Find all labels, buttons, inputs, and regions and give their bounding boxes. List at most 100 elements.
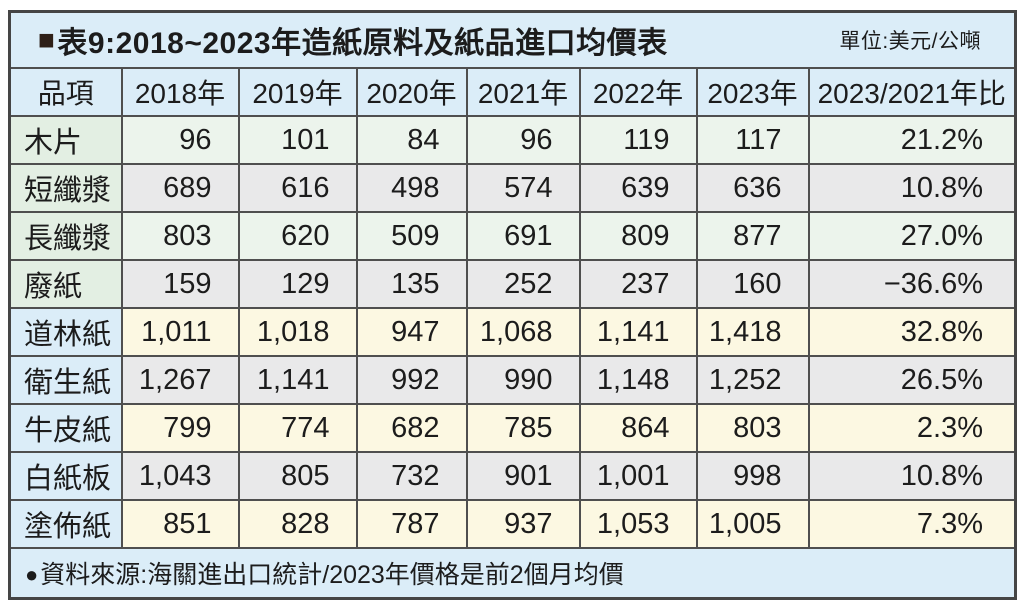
cell-ratio: 7.3% [807, 499, 1017, 549]
cell-value: 1,141 [578, 307, 698, 357]
cell-value: 117 [695, 115, 810, 165]
row-label: 衛生紙 [8, 355, 123, 405]
row-label: 廢紙 [8, 259, 123, 309]
cell-value: 877 [695, 211, 810, 261]
cell-value: 252 [465, 259, 581, 309]
cell-value: 1,011 [120, 307, 240, 357]
table-row-waste-paper: 廢紙 159 129 135 252 237 160 −36.6% [8, 259, 1017, 309]
cell-value: 805 [237, 451, 358, 501]
header-ratio: 2023/2021年比 [807, 67, 1017, 117]
table-row-wood-chips: 木片 96 101 84 96 119 117 21.2% [8, 115, 1017, 165]
cell-value: 809 [578, 211, 698, 261]
cell-value: 787 [355, 499, 468, 549]
source-note-text: 資料來源:海關進出口統計/2023年價格是前2個月均價 [40, 561, 624, 589]
cell-ratio: 2.3% [807, 403, 1017, 453]
cell-value: 237 [578, 259, 698, 309]
cell-value: 101 [237, 115, 358, 165]
footer-row: ●資料來源:海關進出口統計/2023年價格是前2個月均價 [8, 547, 1017, 600]
price-table: ■ 表9:2018~2023年造紙原料及紙品進口均價表 單位:美元/公噸 品項 … [8, 10, 1018, 600]
cell-value: 990 [465, 355, 581, 405]
row-label: 白紙板 [8, 451, 123, 501]
row-label: 塗佈紙 [8, 499, 123, 549]
header-2018: 2018年 [120, 67, 240, 117]
cell-ratio: 26.5% [807, 355, 1017, 405]
cell-value: 799 [120, 403, 240, 453]
cell-value: 636 [695, 163, 810, 213]
header-2019: 2019年 [237, 67, 358, 117]
header-2021: 2021年 [465, 67, 581, 117]
cell-value: 803 [695, 403, 810, 453]
cell-value: 1,068 [465, 307, 581, 357]
table-row-white-board: 白紙板 1,043 805 732 901 1,001 998 10.8% [8, 451, 1017, 501]
cell-value: 1,141 [237, 355, 358, 405]
header-2023: 2023年 [695, 67, 810, 117]
cell-value: 159 [120, 259, 240, 309]
header-row: 品項 2018年 2019年 2020年 2021年 2022年 2023年 2… [8, 67, 1017, 117]
cell-value: 1,053 [578, 499, 698, 549]
cell-value: 682 [355, 403, 468, 453]
square-bullet-icon: ■ [38, 24, 56, 55]
cell-ratio: 10.8% [807, 163, 1017, 213]
cell-value: 84 [355, 115, 468, 165]
cell-value: 785 [465, 403, 581, 453]
cell-value: 947 [355, 307, 468, 357]
row-label: 牛皮紙 [8, 403, 123, 453]
cell-ratio: 32.8% [807, 307, 1017, 357]
row-label: 道林紙 [8, 307, 123, 357]
unit-label: 單位:美元/公噸 [839, 30, 982, 53]
cell-value: 992 [355, 355, 468, 405]
cell-ratio: −36.6% [807, 259, 1017, 309]
cell-value: 160 [695, 259, 810, 309]
cell-value: 937 [465, 499, 581, 549]
source-note: ●資料來源:海關進出口統計/2023年價格是前2個月均價 [8, 547, 1017, 600]
cell-value: 1,001 [578, 451, 698, 501]
cell-value: 620 [237, 211, 358, 261]
cell-value: 574 [465, 163, 581, 213]
header-2022: 2022年 [578, 67, 698, 117]
cell-value: 639 [578, 163, 698, 213]
cell-ratio: 21.2% [807, 115, 1017, 165]
table-row-long-fiber-pulp: 長纖漿 803 620 509 691 809 877 27.0% [8, 211, 1017, 261]
page-title-text: 表9:2018~2023年造紙原料及紙品進口均價表 [57, 27, 668, 60]
cell-value: 803 [120, 211, 240, 261]
cell-value: 774 [237, 403, 358, 453]
table-row-woodfree-paper: 道林紙 1,011 1,018 947 1,068 1,141 1,418 32… [8, 307, 1017, 357]
cell-value: 864 [578, 403, 698, 453]
cell-value: 691 [465, 211, 581, 261]
cell-value: 828 [237, 499, 358, 549]
cell-value: 135 [355, 259, 468, 309]
cell-value: 901 [465, 451, 581, 501]
cell-value: 1,267 [120, 355, 240, 405]
row-label: 長纖漿 [8, 211, 123, 261]
cell-value: 1,005 [695, 499, 810, 549]
cell-value: 732 [355, 451, 468, 501]
cell-value: 498 [355, 163, 468, 213]
circle-bullet-icon: ● [25, 562, 39, 587]
cell-value: 998 [695, 451, 810, 501]
cell-value: 851 [120, 499, 240, 549]
cell-value: 1,252 [695, 355, 810, 405]
title-bar-cell: ■ 表9:2018~2023年造紙原料及紙品進口均價表 單位:美元/公噸 [8, 10, 1017, 69]
cell-value: 689 [120, 163, 240, 213]
cell-value: 119 [578, 115, 698, 165]
cell-value: 129 [237, 259, 358, 309]
cell-value: 616 [237, 163, 358, 213]
table-row-tissue-paper: 衛生紙 1,267 1,141 992 990 1,148 1,252 26.5… [8, 355, 1017, 405]
cell-value: 96 [465, 115, 581, 165]
table-row-short-fiber-pulp: 短纖漿 689 616 498 574 639 636 10.8% [8, 163, 1017, 213]
cell-value: 1,148 [578, 355, 698, 405]
cell-value: 1,043 [120, 451, 240, 501]
page-title: ■ 表9:2018~2023年造紙原料及紙品進口均價表 [38, 18, 668, 62]
cell-value: 1,018 [237, 307, 358, 357]
cell-ratio: 10.8% [807, 451, 1017, 501]
table-row-coated-paper: 塗佈紙 851 828 787 937 1,053 1,005 7.3% [8, 499, 1017, 549]
cell-ratio: 27.0% [807, 211, 1017, 261]
table-row-kraft-paper: 牛皮紙 799 774 682 785 864 803 2.3% [8, 403, 1017, 453]
header-2020: 2020年 [355, 67, 468, 117]
cell-value: 96 [120, 115, 240, 165]
row-label: 短纖漿 [8, 163, 123, 213]
cell-value: 509 [355, 211, 468, 261]
cell-value: 1,418 [695, 307, 810, 357]
header-item: 品項 [8, 67, 123, 117]
row-label: 木片 [8, 115, 123, 165]
